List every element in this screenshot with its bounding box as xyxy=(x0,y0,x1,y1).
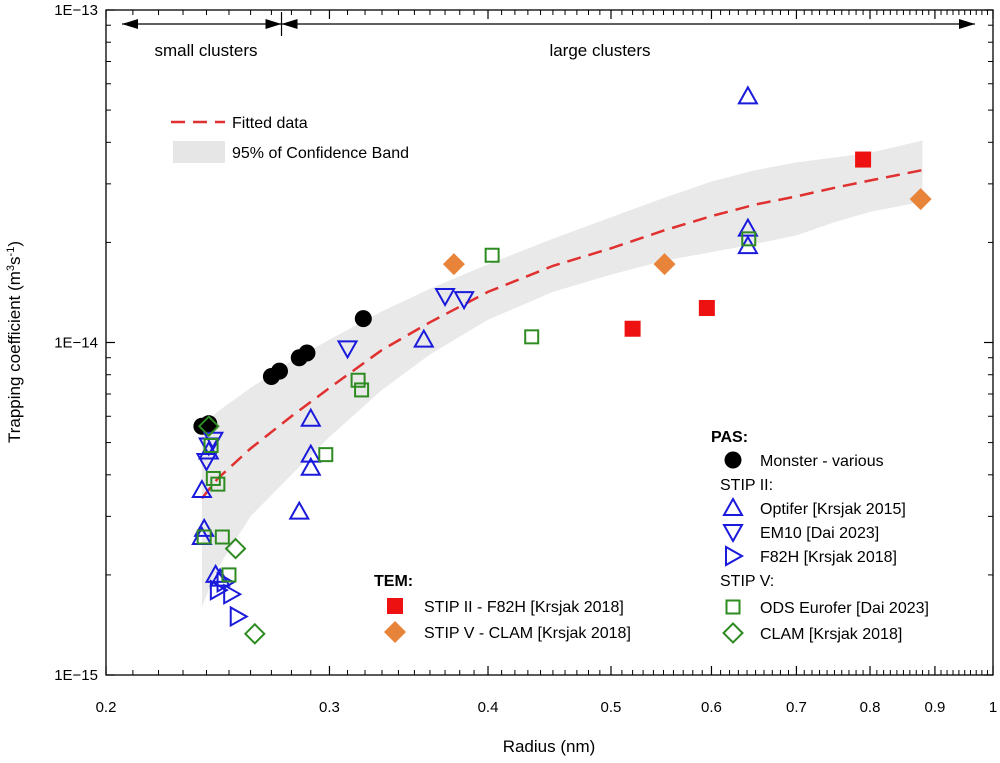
point-ods-eurofer-dai-2023 xyxy=(214,529,230,545)
point-clam-krsjak-2018 xyxy=(224,537,247,560)
point-f82h-krsjak-2018 xyxy=(229,605,249,628)
legend-marker-ods-eurofer-dai-2023 xyxy=(725,599,741,615)
small-clusters-label: small clusters xyxy=(155,41,258,60)
stip2-legend-heading: STIP II: xyxy=(720,477,773,494)
legend-marker-clam-krsjak-2018 xyxy=(722,622,744,644)
point-ods-eurofer-dai-2023 xyxy=(741,231,757,247)
x-tick-label: 0.6 xyxy=(701,699,722,716)
legend-label-stip2-f82h: STIP II - F82H [Krsjak 2018] xyxy=(424,599,624,616)
point-optifer-krsjak-2015 xyxy=(288,500,310,520)
band-legend-label: 95% of Confidence Band xyxy=(232,145,409,162)
point-optifer-krsjak-2015 xyxy=(193,517,215,537)
point-stip-v-clam-krsjak-2018 xyxy=(653,253,676,276)
legend-marker-optifer-krsjak-2015 xyxy=(722,496,744,516)
legend-marker-stip-ii-f82h-krsjak-2018 xyxy=(387,598,403,614)
point-monster-various xyxy=(270,362,288,380)
tem-legend-title: TEM: xyxy=(374,573,413,590)
legend-marker-monster-various xyxy=(724,451,742,469)
x-tick-label: 0.2 xyxy=(96,699,117,716)
x-tick-label: 0.8 xyxy=(860,699,881,716)
tem-legend: TEM: STIP II - F82H [Krsjak 2018] STIP V… xyxy=(374,573,631,643)
point-optifer-krsjak-2015 xyxy=(191,478,213,499)
legend-label-f82h: F82H [Krsjak 2018] xyxy=(760,549,897,566)
point-optifer-krsjak-2015 xyxy=(300,407,322,427)
pas-legend-title: PAS: xyxy=(711,429,748,446)
legend-label-em10: EM10 [Dai 2023] xyxy=(760,525,879,542)
fit-legend: Fitted data 95% of Confidence Band xyxy=(171,115,409,163)
legend-label-ods-eurofer: ODS Eurofer [Dai 2023] xyxy=(760,600,929,617)
point-ods-eurofer-dai-2023 xyxy=(203,438,219,454)
x-axis-title: Radius (nm) xyxy=(503,737,596,756)
point-clam-krsjak-2018 xyxy=(243,622,266,645)
legend-marker-f82h-krsjak-2018 xyxy=(725,545,745,567)
confidence-band xyxy=(201,140,923,608)
legend-label-optifer: Optifer [Krsjak 2015] xyxy=(760,501,906,518)
point-em10-dai-2023 xyxy=(195,453,218,473)
point-optifer-krsjak-2015 xyxy=(737,85,759,105)
point-ods-eurofer-dai-2023 xyxy=(524,329,540,345)
point-ods-eurofer-dai-2023 xyxy=(196,529,212,545)
x-tick-label: 0.9 xyxy=(925,699,946,716)
y-axis-title: Trapping coefficient (m3s-1) xyxy=(5,241,24,443)
pas-legend: PAS: Monster - various STIP II: Optifer … xyxy=(711,429,929,644)
point-stip-ii-f82h-krsjak-2018 xyxy=(698,299,715,316)
point-stip-v-clam-krsjak-2018 xyxy=(909,188,932,211)
point-em10-dai-2023 xyxy=(336,340,359,360)
point-monster-various xyxy=(200,415,218,433)
point-em10-dai-2023 xyxy=(453,291,475,311)
point-ods-eurofer-dai-2023 xyxy=(210,476,226,492)
legend-marker-em10-dai-2023 xyxy=(722,524,744,544)
x-tick-label: 0.3 xyxy=(319,699,340,716)
point-stip-v-clam-krsjak-2018 xyxy=(442,253,465,276)
y-tick-label: 1E−14 xyxy=(54,335,98,352)
legend-marker-stip-v-clam-krsjak-2018 xyxy=(384,621,406,643)
point-f82h-krsjak-2018 xyxy=(209,579,229,601)
point-stip-ii-f82h-krsjak-2018 xyxy=(855,151,872,168)
point-f82h-krsjak-2018 xyxy=(223,583,243,605)
point-optifer-krsjak-2015 xyxy=(300,456,322,476)
point-ods-eurofer-dai-2023 xyxy=(221,567,237,583)
fit-legend-label: Fitted data xyxy=(232,115,308,132)
legend-label-stip5-clam: STIP V - CLAM [Krsjak 2018] xyxy=(424,625,631,642)
region-arrowheads xyxy=(122,19,975,29)
point-monster-various xyxy=(298,344,316,362)
x-tick-label: 0.7 xyxy=(786,699,807,716)
large-clusters-label: large clusters xyxy=(549,41,650,60)
point-ods-eurofer-dai-2023 xyxy=(484,247,500,263)
x-tick-label: 0.4 xyxy=(478,699,499,716)
x-tick-label: 1 xyxy=(989,699,997,716)
point-monster-various xyxy=(354,310,372,328)
fitted-curve xyxy=(200,168,923,500)
y-tick-label: 1E−13 xyxy=(54,2,98,19)
x-tick-label: 0.5 xyxy=(601,699,622,716)
legend-label-clam: CLAM [Krsjak 2018] xyxy=(760,626,902,643)
point-em10-dai-2023 xyxy=(434,287,456,308)
band-legend-swatch xyxy=(173,141,225,163)
point-optifer-krsjak-2015 xyxy=(300,443,322,463)
point-stip-ii-f82h-krsjak-2018 xyxy=(624,320,641,337)
stip5-legend-heading: STIP V: xyxy=(720,573,774,590)
point-optifer-krsjak-2015 xyxy=(413,328,435,348)
legend-label-monster: Monster - various xyxy=(760,453,884,470)
point-ods-eurofer-dai-2023 xyxy=(350,372,366,388)
y-tick-label: 1E−15 xyxy=(54,667,98,684)
plot-area xyxy=(106,10,993,675)
point-ods-eurofer-dai-2023 xyxy=(318,447,334,463)
point-clam-krsjak-2018 xyxy=(197,415,220,438)
point-ods-eurofer-dai-2023 xyxy=(354,382,370,398)
